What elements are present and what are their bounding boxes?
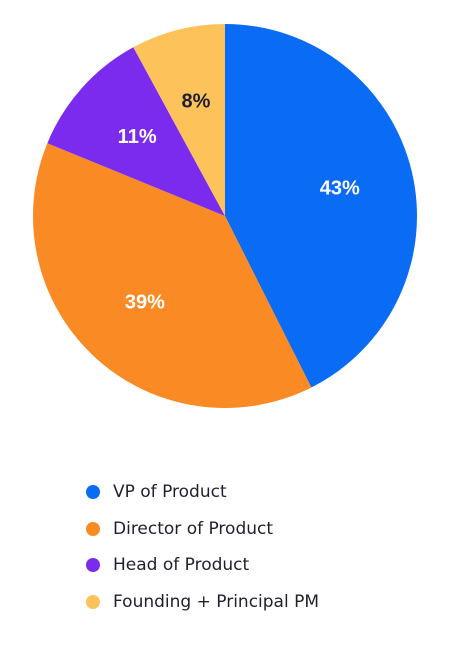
- legend-item-vp-of-product: VP of Product: [86, 474, 319, 511]
- legend-label: Head of Product: [113, 555, 250, 576]
- data-label-head-of-product: 11%: [118, 126, 157, 148]
- legend-item-founding-principal-pm: Founding + Principal PM: [86, 584, 319, 621]
- chart-legend: VP of Product Director of Product Head o…: [86, 474, 319, 620]
- legend-swatch: [86, 594, 100, 609]
- legend-swatch: [86, 485, 100, 500]
- legend-label: VP of Product: [113, 482, 227, 503]
- pie-slice-head-of-product: [47, 47, 225, 217]
- legend-swatch: [86, 521, 100, 536]
- legend-swatch: [86, 558, 100, 573]
- legend-item-director-of-product: Director of Product: [86, 511, 319, 548]
- data-label-vp-of-product: 43%: [320, 178, 360, 200]
- data-label-director-of-product: 39%: [125, 292, 165, 314]
- data-label-founding-principal-pm: 8%: [181, 91, 210, 113]
- pie-slice-director-of-product: [32, 143, 312, 409]
- pie-slices: [32, 24, 418, 409]
- legend-label: Director of Product: [113, 518, 274, 539]
- pie-slice-vp-of-product: [225, 24, 418, 388]
- pie-data-labels: 43% 39% 11% 8%: [118, 91, 360, 314]
- legend-label: Founding + Principal PM: [113, 591, 320, 612]
- legend-item-head-of-product: Head of Product: [86, 547, 319, 584]
- pie-slice-founding-principal-pm: [133, 24, 225, 216]
- pie-chart: 43% 39% 11% 8%: [32, 24, 418, 409]
